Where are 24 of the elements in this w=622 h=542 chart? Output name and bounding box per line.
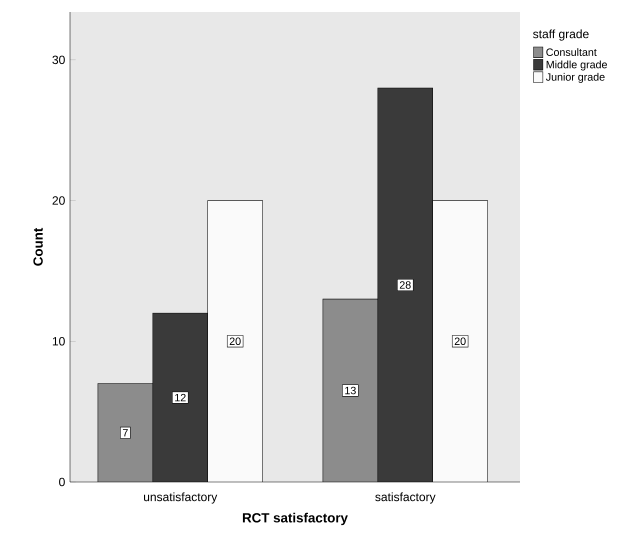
y-tick-label: 30 xyxy=(52,56,65,64)
data-label: 7 xyxy=(122,429,128,436)
y-tick-label: 20 xyxy=(52,196,65,205)
data-label: 28 xyxy=(400,281,411,289)
bar xyxy=(378,88,433,482)
x-tick-label: satisfactory xyxy=(375,492,436,504)
data-label: 13 xyxy=(345,386,356,394)
y-tick-label: 0 xyxy=(59,478,65,486)
data-label: 20 xyxy=(230,338,241,346)
bar xyxy=(432,200,488,482)
y-axis-title: Count xyxy=(33,228,43,266)
bar xyxy=(208,200,263,482)
x-tick-label: unsatisfactory xyxy=(144,492,218,504)
data-label: 12 xyxy=(175,394,186,402)
x-axis-title: RCT satisfactory xyxy=(242,512,348,526)
bar xyxy=(98,383,153,482)
legend-label: Middle grade xyxy=(546,60,607,70)
y-tick-label: 10 xyxy=(52,337,65,346)
legend-label: Junior grade xyxy=(546,72,605,83)
legend-label: Consultant xyxy=(546,48,597,56)
data-label: 20 xyxy=(454,338,466,346)
legend-title: staff grade xyxy=(533,29,589,41)
bar xyxy=(322,298,378,482)
bar xyxy=(152,313,208,482)
